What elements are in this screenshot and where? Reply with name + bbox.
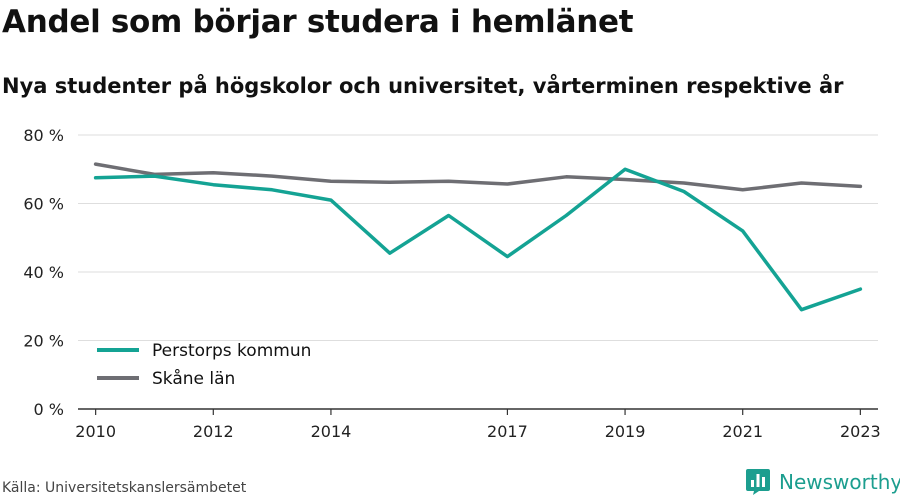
x-tick-label: 2019 bbox=[605, 422, 646, 441]
chart-title: Andel som börjar studera i hemlänet bbox=[2, 4, 634, 40]
x-tick-label: 2021 bbox=[722, 422, 763, 441]
bar-chart-logo-icon bbox=[746, 469, 770, 495]
source-note: Källa: Universitetskanslersämbetet bbox=[2, 480, 247, 496]
y-tick-label: 80 % bbox=[23, 126, 64, 145]
x-tick-label: 2012 bbox=[193, 422, 234, 441]
newsworthy-brand[interactable]: Newsworthy bbox=[745, 468, 900, 496]
legend-label: Perstorps kommun bbox=[152, 341, 311, 361]
x-tick-label: 2017 bbox=[487, 422, 528, 441]
x-tick-label: 2014 bbox=[311, 422, 352, 441]
chart-subtitle: Nya studenter på högskolor och universit… bbox=[2, 74, 844, 98]
y-tick-label: 60 % bbox=[23, 195, 64, 214]
series-line bbox=[93, 167, 863, 312]
y-tick-label: 40 % bbox=[23, 263, 64, 282]
x-tick-label: 2010 bbox=[75, 422, 116, 441]
y-tick-label: 20 % bbox=[23, 332, 64, 351]
brand-name: Newsworthy bbox=[779, 470, 900, 494]
y-tick-label: 0 % bbox=[34, 400, 64, 419]
series-line bbox=[93, 162, 863, 192]
x-tick-label: 2023 bbox=[840, 422, 881, 441]
legend-label: Skåne län bbox=[152, 368, 235, 389]
